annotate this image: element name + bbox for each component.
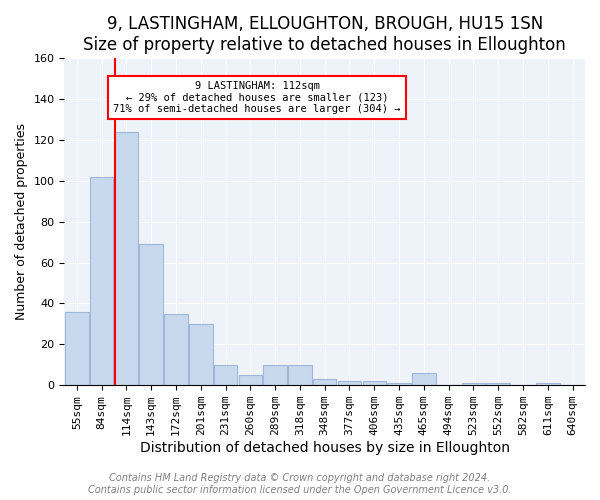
Bar	[214, 365, 238, 385]
Bar	[487, 383, 510, 385]
Bar	[387, 383, 411, 385]
Bar	[65, 312, 89, 385]
Bar	[536, 383, 560, 385]
Bar	[362, 381, 386, 385]
Bar	[115, 132, 138, 385]
Bar	[164, 314, 188, 385]
Bar	[139, 244, 163, 385]
Bar	[189, 324, 212, 385]
Bar	[263, 365, 287, 385]
Bar	[90, 176, 113, 385]
Bar	[288, 365, 311, 385]
Bar	[412, 373, 436, 385]
Bar	[338, 381, 361, 385]
Text: 9 LASTINGHAM: 112sqm
← 29% of detached houses are smaller (123)
71% of semi-deta: 9 LASTINGHAM: 112sqm ← 29% of detached h…	[113, 81, 401, 114]
Bar	[313, 379, 337, 385]
X-axis label: Distribution of detached houses by size in Elloughton: Distribution of detached houses by size …	[140, 441, 510, 455]
Y-axis label: Number of detached properties: Number of detached properties	[15, 123, 28, 320]
Text: Contains HM Land Registry data © Crown copyright and database right 2024.
Contai: Contains HM Land Registry data © Crown c…	[88, 474, 512, 495]
Bar	[239, 375, 262, 385]
Bar	[461, 383, 485, 385]
Title: 9, LASTINGHAM, ELLOUGHTON, BROUGH, HU15 1SN
Size of property relative to detache: 9, LASTINGHAM, ELLOUGHTON, BROUGH, HU15 …	[83, 15, 566, 54]
